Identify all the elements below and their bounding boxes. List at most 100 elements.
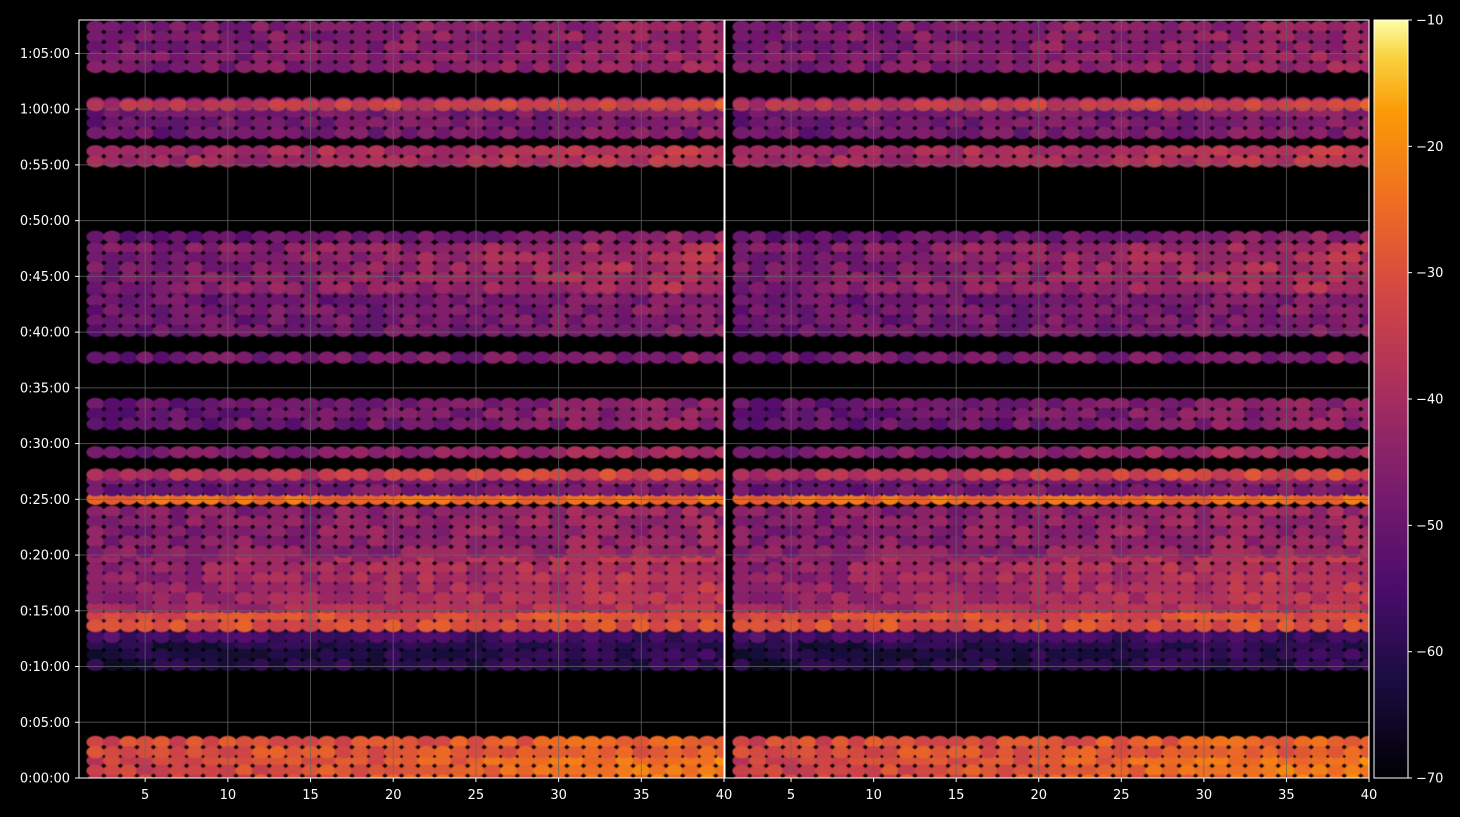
heatmap-cell	[1343, 155, 1362, 168]
heatmap-cell	[996, 745, 1015, 759]
heatmap-cell	[1128, 241, 1147, 255]
heatmap-cell	[1161, 251, 1180, 265]
heatmap-cell	[714, 484, 724, 497]
heatmap-cell	[815, 745, 834, 759]
heatmap-cell	[1013, 609, 1032, 622]
heatmap-cell	[1095, 351, 1114, 364]
heatmap-cell	[1046, 745, 1065, 759]
heatmap-cell	[1095, 417, 1114, 431]
heatmap-cell	[748, 304, 768, 317]
heatmap-cell	[1326, 261, 1346, 275]
heatmap-cell	[1013, 271, 1032, 285]
heatmap-cell	[516, 30, 535, 44]
heatmap-cell	[251, 446, 270, 459]
heatmap-cell	[1211, 281, 1230, 295]
heatmap-cell	[152, 745, 171, 759]
heatmap-cell	[648, 281, 667, 295]
heatmap-cell	[1211, 468, 1230, 481]
heatmap-cell	[351, 592, 370, 605]
heatmap-cell	[566, 241, 585, 255]
heatmap-cell	[665, 582, 684, 595]
heatmap-cell	[119, 562, 138, 575]
heatmap-cell	[185, 764, 204, 777]
heatmap-cell	[318, 30, 337, 44]
heatmap-cell	[185, 735, 204, 749]
heatmap-cell	[268, 630, 287, 643]
heatmap-cell	[1227, 281, 1246, 295]
heatmap-cell	[714, 241, 724, 255]
heatmap-cell	[483, 468, 502, 481]
heatmap-cell	[185, 658, 204, 672]
heatmap-cell	[599, 484, 618, 497]
heatmap-cell	[433, 397, 452, 411]
heatmap-cell	[152, 60, 171, 74]
heatmap-cell	[897, 407, 916, 421]
heatmap-cell	[1343, 609, 1362, 622]
heatmap-cell	[732, 658, 751, 672]
heatmap-cell	[897, 592, 916, 605]
heatmap-cell	[86, 116, 105, 130]
heatmap-cell	[1046, 468, 1065, 481]
heatmap-cell	[235, 609, 254, 622]
heatmap-cell	[251, 525, 270, 538]
heatmap-cell	[648, 304, 667, 317]
heatmap-cell	[897, 145, 916, 158]
heatmap-cell	[1062, 754, 1081, 767]
heatmap-cell	[665, 484, 684, 497]
heatmap-cell	[831, 468, 850, 481]
heatmap-cell	[996, 324, 1015, 337]
heatmap-cell	[1013, 314, 1032, 327]
heatmap-cell	[185, 754, 204, 767]
heatmap-cell	[815, 592, 834, 605]
heatmap-cell	[483, 505, 502, 518]
heatmap-cell	[615, 754, 634, 767]
heatmap-cell	[1260, 592, 1279, 605]
heatmap-cell	[582, 609, 601, 622]
heatmap-cell	[1079, 658, 1098, 672]
heatmap-cell	[1095, 562, 1114, 575]
heatmap-cell	[499, 468, 519, 481]
heatmap-cell	[1095, 397, 1114, 411]
heatmap-cell	[269, 774, 286, 778]
heatmap-cell	[615, 562, 634, 575]
heatmap-cell	[648, 658, 667, 672]
heatmap-cell	[698, 397, 717, 411]
heatmap-cell	[185, 562, 204, 575]
heatmap-cell	[996, 648, 1015, 662]
heatmap-cell	[169, 98, 188, 112]
heatmap-cell	[351, 407, 370, 421]
heatmap-cell	[1161, 271, 1180, 285]
heatmap-cell	[1145, 230, 1164, 243]
heatmap-cell	[119, 230, 138, 243]
heatmap-cell	[1046, 609, 1065, 622]
heatmap-cell	[284, 98, 304, 112]
heatmap-cell	[351, 609, 370, 622]
heatmap-cell	[152, 582, 171, 595]
heatmap-cell	[202, 30, 221, 44]
heatmap-cell	[318, 241, 337, 255]
heatmap-cell	[351, 492, 370, 505]
heatmap-cell	[169, 535, 188, 548]
heatmap-cell	[666, 774, 683, 778]
heatmap-cell	[815, 735, 834, 749]
heatmap-cell	[417, 397, 436, 411]
heatmap-cell	[516, 20, 535, 34]
heatmap-cell	[698, 468, 717, 481]
heatmap-cell	[914, 648, 933, 662]
heatmap-cell	[185, 525, 204, 538]
heatmap-cell	[351, 116, 370, 130]
heatmap-cell	[1228, 774, 1246, 778]
heatmap-cell	[732, 294, 751, 307]
heatmap-cell	[582, 324, 601, 337]
heatmap-cell	[1145, 505, 1164, 518]
heatmap-cell	[169, 271, 188, 285]
heatmap-cell	[516, 745, 535, 759]
heatmap-cell	[1244, 314, 1263, 327]
heatmap-cell	[1046, 754, 1065, 767]
heatmap-cell	[433, 735, 452, 749]
heatmap-cell	[881, 241, 900, 255]
heatmap-cell	[417, 351, 436, 364]
heatmap-cell	[897, 446, 916, 459]
heatmap-cell	[698, 648, 717, 662]
heatmap-cell	[1063, 774, 1080, 778]
